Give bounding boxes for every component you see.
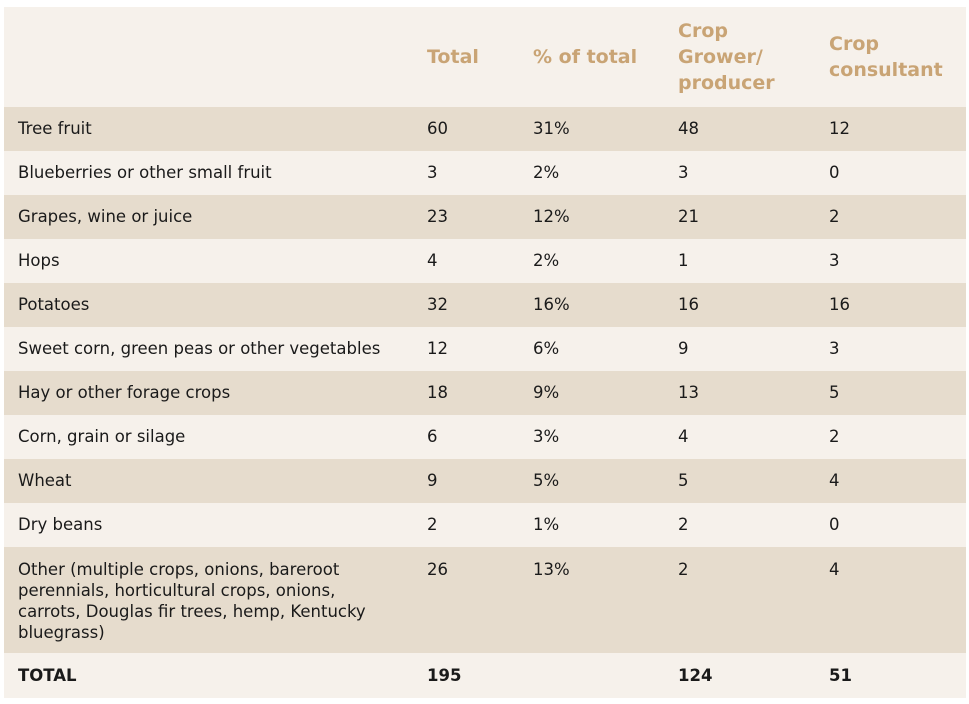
cell-total: 60 (413, 107, 519, 151)
cell-consultant: 2 (815, 195, 966, 239)
cell-grower: 16 (664, 283, 815, 327)
cell-consultant: 4 (815, 547, 966, 653)
cell-total: 3 (413, 151, 519, 195)
cell-crop: Corn, grain or silage (4, 415, 413, 459)
cell-grower: 48 (664, 107, 815, 151)
cell-consultant: 4 (815, 459, 966, 503)
cell-grower: 3 (664, 151, 815, 195)
total-row: TOTAL 195 124 51 (4, 653, 966, 698)
cell-percent: 3% (519, 415, 664, 459)
cell-crop: Sweet corn, green peas or other vegetabl… (4, 327, 413, 371)
cell-crop: Dry beans (4, 503, 413, 547)
cell-grower: 4 (664, 415, 815, 459)
cell-crop: Potatoes (4, 283, 413, 327)
header-total: Total (413, 7, 519, 107)
cell-total: 26 (413, 547, 519, 653)
cell-percent: 6% (519, 327, 664, 371)
header-consultant: Crop consultant (815, 7, 966, 107)
total-consultant: 51 (815, 653, 966, 698)
cell-percent: 13% (519, 547, 664, 653)
cell-crop: Hay or other forage crops (4, 371, 413, 415)
cell-total: 12 (413, 327, 519, 371)
crop-table-container: Total % of total Crop Grower/ producer C… (4, 7, 966, 698)
cell-consultant: 2 (815, 415, 966, 459)
cell-consultant: 3 (815, 239, 966, 283)
cell-percent: 2% (519, 151, 664, 195)
cell-crop: Tree fruit (4, 107, 413, 151)
table-row: Sweet corn, green peas or other vegetabl… (4, 327, 966, 371)
total-sum: 195 (413, 653, 519, 698)
cell-grower: 21 (664, 195, 815, 239)
cell-total: 6 (413, 415, 519, 459)
cell-consultant: 12 (815, 107, 966, 151)
cell-total: 18 (413, 371, 519, 415)
cell-percent: 2% (519, 239, 664, 283)
cell-total: 9 (413, 459, 519, 503)
header-percent: % of total (519, 7, 664, 107)
table-row: Corn, grain or silage 6 3% 4 2 (4, 415, 966, 459)
cell-total: 32 (413, 283, 519, 327)
cell-total: 4 (413, 239, 519, 283)
cell-grower: 9 (664, 327, 815, 371)
cell-percent: 9% (519, 371, 664, 415)
header-crop (4, 7, 413, 107)
table-row: Wheat 9 5% 5 4 (4, 459, 966, 503)
cell-grower: 1 (664, 239, 815, 283)
cell-consultant: 0 (815, 503, 966, 547)
cell-crop: Blueberries or other small fruit (4, 151, 413, 195)
cell-grower: 2 (664, 547, 815, 653)
cell-crop: Hops (4, 239, 413, 283)
crop-table: Total % of total Crop Grower/ producer C… (4, 7, 966, 698)
cell-consultant: 0 (815, 151, 966, 195)
cell-percent: 16% (519, 283, 664, 327)
header-grower: Crop Grower/ producer (664, 7, 815, 107)
cell-total: 23 (413, 195, 519, 239)
cell-grower: 5 (664, 459, 815, 503)
table-row: Hay or other forage crops 18 9% 13 5 (4, 371, 966, 415)
cell-crop: Wheat (4, 459, 413, 503)
table-row: Other (multiple crops, onions, bareroot … (4, 547, 966, 653)
table-row: Tree fruit 60 31% 48 12 (4, 107, 966, 151)
total-percent (519, 653, 664, 698)
table-row: Blueberries or other small fruit 3 2% 3 … (4, 151, 966, 195)
cell-consultant: 5 (815, 371, 966, 415)
cell-consultant: 16 (815, 283, 966, 327)
cell-grower: 13 (664, 371, 815, 415)
cell-percent: 31% (519, 107, 664, 151)
cell-percent: 5% (519, 459, 664, 503)
table-row: Potatoes 32 16% 16 16 (4, 283, 966, 327)
cell-percent: 1% (519, 503, 664, 547)
header-row: Total % of total Crop Grower/ producer C… (4, 7, 966, 107)
cell-consultant: 3 (815, 327, 966, 371)
table-row: Hops 4 2% 1 3 (4, 239, 966, 283)
total-grower: 124 (664, 653, 815, 698)
cell-crop: Other (multiple crops, onions, bareroot … (4, 547, 413, 653)
table-row: Dry beans 2 1% 2 0 (4, 503, 966, 547)
cell-crop: Grapes, wine or juice (4, 195, 413, 239)
cell-percent: 12% (519, 195, 664, 239)
total-label: TOTAL (4, 653, 413, 698)
cell-total: 2 (413, 503, 519, 547)
table-row: Grapes, wine or juice 23 12% 21 2 (4, 195, 966, 239)
cell-grower: 2 (664, 503, 815, 547)
